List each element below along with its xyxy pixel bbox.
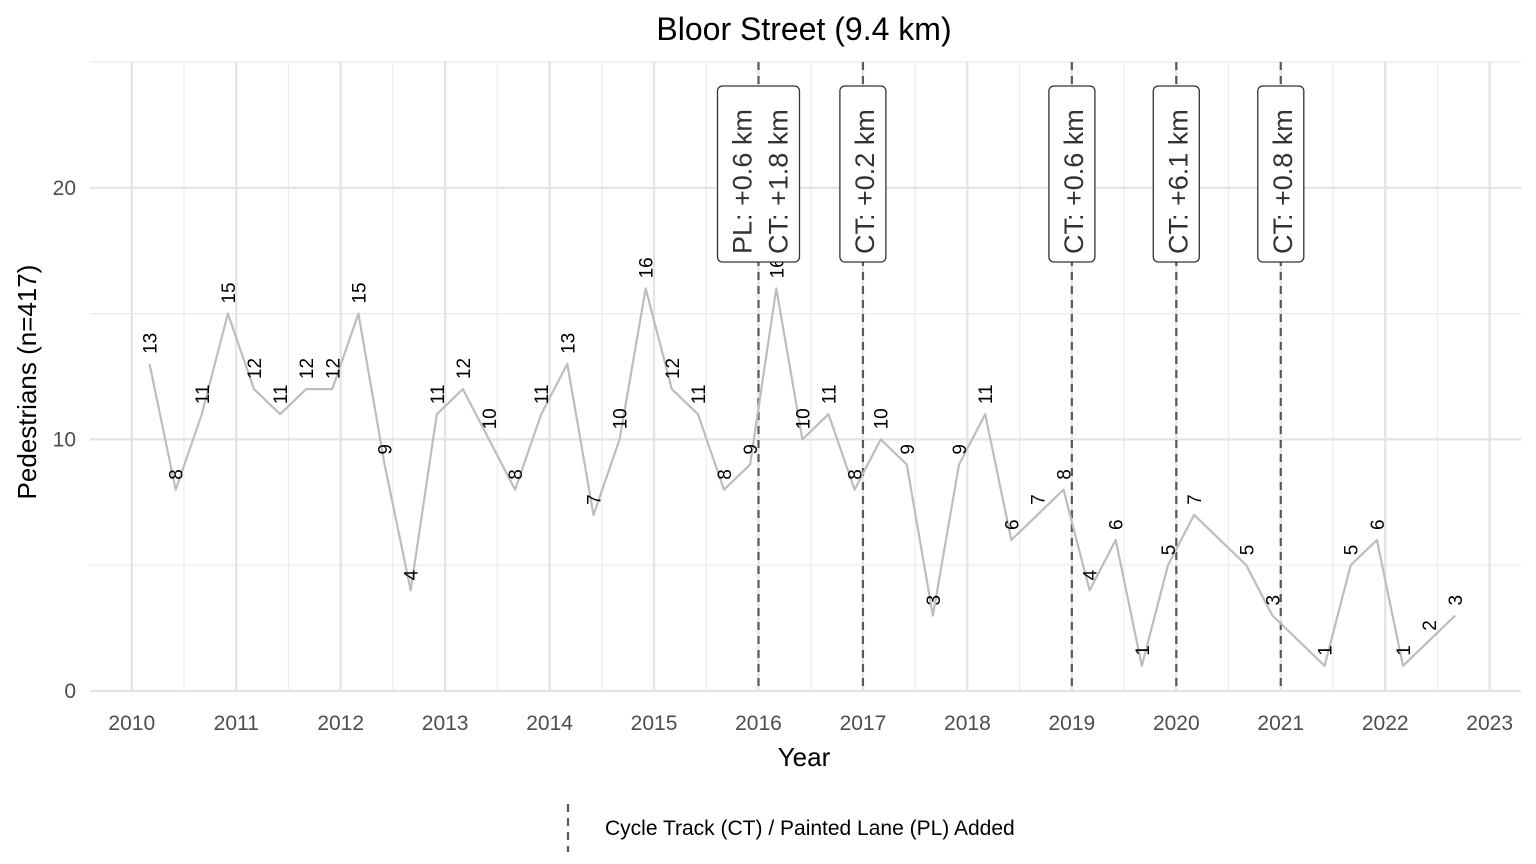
data-label: 5 [1159, 545, 1180, 556]
data-label: 10 [872, 408, 893, 429]
series-line [148, 287, 1456, 667]
x-axis-title: Year [778, 742, 831, 772]
event-annotation-box [1152, 85, 1200, 263]
y-axis-title: Pedestrians (n=417) [12, 265, 42, 500]
data-label: 12 [323, 358, 344, 379]
data-label: 7 [1028, 494, 1049, 505]
event-annotation-box [839, 85, 887, 263]
data-label: 9 [376, 444, 397, 455]
data-label: 12 [245, 358, 266, 379]
x-axis-ticks: 2010 2011 2012 2013 2014 2015 2016 2017 2018 2019… [108, 712, 1513, 735]
data-label: 11 [193, 384, 214, 404]
event-annotation-box [1257, 85, 1305, 263]
data-label: 10 [793, 408, 814, 429]
x-tick-label: 2020 [1153, 712, 1200, 735]
data-label: 7 [1185, 494, 1206, 505]
data-label: 3 [1446, 595, 1467, 606]
data-label: 2 [1420, 620, 1441, 631]
event-annotation-text: CT: +6.1 km [1163, 109, 1193, 254]
event-labels: PL: +0.6 km CT: +1.8 km CT: +0.2 km CT: +0.… [716, 85, 1305, 263]
data-label: 10 [480, 408, 501, 429]
data-label: 13 [141, 333, 162, 354]
legend: Cycle Track (CT) / Painted Lane (PL) Add… [566, 804, 1015, 852]
x-tick-label: 2013 [422, 712, 469, 735]
legend-label: Cycle Track (CT) / Painted Lane (PL) Add… [605, 817, 1015, 840]
series [148, 287, 1456, 667]
data-label: 8 [1055, 469, 1076, 480]
x-tick-label: 2023 [1466, 712, 1513, 735]
data-label: 8 [846, 469, 867, 480]
data-label: 7 [585, 494, 606, 505]
chart-title: Bloor Street (9.4 km) [656, 11, 951, 47]
data-label: 15 [219, 282, 240, 303]
event-annotation-text: CT: +0.6 km [1059, 109, 1089, 254]
event-annotation-text: PL: +0.6 km [728, 109, 758, 254]
data-label: 15 [349, 282, 370, 303]
data-label: 8 [167, 469, 188, 480]
data-label: 3 [1263, 595, 1284, 606]
data-label: 5 [1342, 545, 1363, 556]
x-tick-label: 2017 [840, 712, 887, 735]
data-label: 1 [1316, 645, 1337, 656]
data-label: 11 [976, 384, 997, 404]
data-label: 11 [532, 384, 553, 404]
x-tick-label: 2011 [214, 712, 259, 735]
event-annotation: CT: +0.2 km [839, 85, 887, 263]
x-tick-label: 2014 [526, 712, 573, 735]
data-label: 9 [741, 444, 762, 455]
event-annotation-box [1048, 85, 1096, 263]
data-label: 13 [558, 333, 579, 354]
y-tick-label: 20 [53, 177, 76, 200]
y-tick-label: 10 [53, 428, 76, 451]
x-tick-label: 2016 [735, 712, 782, 735]
x-tick-label: 2021 [1257, 712, 1304, 735]
event-annotation-text: CT: +0.8 km [1268, 109, 1298, 254]
data-label: 8 [506, 469, 527, 480]
data-label: 8 [715, 469, 736, 480]
event-annotation: CT: +0.8 km [1257, 85, 1305, 263]
data-label: 4 [1081, 569, 1102, 580]
event-annotation-box [716, 85, 801, 263]
data-label: 11 [689, 384, 710, 404]
x-tick-label: 2018 [944, 712, 991, 735]
x-tick-label: 2022 [1362, 712, 1409, 735]
data-label: 6 [1368, 519, 1389, 530]
data-label: 6 [1107, 519, 1128, 530]
data-label: 4 [402, 569, 423, 580]
data-label: 10 [611, 408, 632, 429]
data-label: 11 [271, 384, 292, 404]
y-axis-ticks: 0 10 20 [53, 177, 76, 703]
data-label: 1 [1394, 645, 1415, 656]
data-label: 12 [663, 358, 684, 379]
x-tick-label: 2015 [631, 712, 678, 735]
data-label: 9 [898, 444, 919, 455]
event-annotation-text: CT: +1.8 km [764, 109, 794, 254]
event-annotation: CT: +0.6 km [1048, 85, 1096, 263]
event-annotation: PL: +0.6 km CT: +1.8 km [716, 85, 801, 263]
x-tick-label: 2010 [108, 712, 155, 735]
data-label: 16 [637, 257, 658, 278]
y-tick-label: 0 [64, 680, 76, 703]
data-label: 9 [950, 444, 971, 455]
data-label: 11 [428, 384, 449, 404]
x-tick-label: 2019 [1048, 712, 1095, 735]
data-label: 3 [924, 595, 945, 606]
data-label: 1 [1133, 645, 1154, 656]
data-label: 12 [297, 358, 318, 379]
x-tick-label: 2012 [317, 712, 364, 735]
event-annotation-text: CT: +0.2 km [850, 109, 880, 254]
data-label: 12 [454, 358, 475, 379]
data-label: 5 [1237, 545, 1258, 556]
data-label: 6 [1002, 519, 1023, 530]
event-annotation: CT: +6.1 km [1152, 85, 1200, 263]
data-label: 11 [820, 384, 841, 404]
